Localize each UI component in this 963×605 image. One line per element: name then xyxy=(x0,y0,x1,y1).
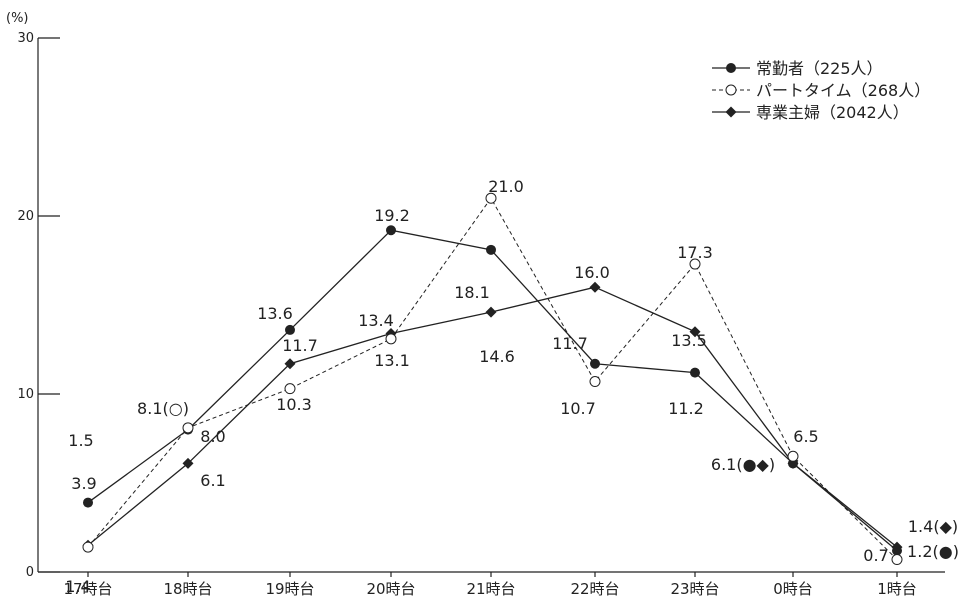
legend: 常勤者（225人） パートタイム（268人） 専業主婦（2042人） xyxy=(712,59,930,122)
point-filled-circle xyxy=(590,358,600,369)
data-label: 14.6 xyxy=(479,347,515,366)
data-label: 11.7 xyxy=(282,336,318,355)
axes: 0 10 20 30 17時台 18時台 19時台 20時台 21時台 22時台 23時台 0時台 1時… xyxy=(17,31,945,598)
y-unit-label: (%) xyxy=(6,11,29,26)
point-open-circle xyxy=(589,376,601,388)
series-line xyxy=(87,229,898,552)
point-open-circle xyxy=(689,258,701,270)
data-label: 13.6 xyxy=(257,304,293,323)
x-tick-label: 19時台 xyxy=(265,580,314,598)
point-filled-diamond xyxy=(182,457,194,469)
x-tick-label: 17時台 xyxy=(63,580,112,598)
series-line xyxy=(87,286,898,548)
data-label: 6.1(●◆) xyxy=(711,455,775,474)
data-label: 1.5 xyxy=(68,431,93,450)
data-label: 10.7 xyxy=(560,399,596,418)
data-label: 10.3 xyxy=(276,395,312,414)
point-filled-circle xyxy=(486,244,496,255)
x-tick-label: 21時台 xyxy=(466,580,515,598)
point-filled-diamond xyxy=(725,106,737,118)
point-filled-circle xyxy=(285,324,295,335)
data-label: 11.2 xyxy=(668,399,704,418)
data-label: 6.5 xyxy=(793,427,818,446)
point-filled-circle xyxy=(892,545,902,556)
x-tick-label: 18時台 xyxy=(163,580,212,598)
point-open-circle xyxy=(385,333,397,345)
data-label: 18.1 xyxy=(454,283,490,302)
data-label: 0.7 xyxy=(863,546,888,565)
data-label: 3.9 xyxy=(71,474,96,493)
data-labels: 3.9 1.5 1.4 8.1(○) 8.0 6.1 13.6 11.7 10.3 19.2 13.… xyxy=(65,177,959,596)
point-filled-diamond xyxy=(589,281,601,293)
y-tick-label: 0 xyxy=(26,565,34,580)
point-open-circle xyxy=(787,450,799,462)
series-2 xyxy=(82,192,903,566)
data-label: 6.1 xyxy=(200,471,225,490)
point-filled-circle xyxy=(386,225,396,236)
data-label: 17.3 xyxy=(677,243,713,262)
x-tick-label: 20時台 xyxy=(366,580,415,598)
y-tick-label: 20 xyxy=(17,209,34,224)
legend-label: 常勤者（225人） xyxy=(756,59,883,78)
data-label: 21.0 xyxy=(488,177,524,196)
point-open-circle xyxy=(725,84,737,96)
x-tick-label: 22時台 xyxy=(570,580,619,598)
series-line xyxy=(87,197,898,560)
point-filled-circle xyxy=(726,63,736,73)
legend-label: 専業主婦（2042人） xyxy=(756,103,909,122)
y-tick-label: 30 xyxy=(17,31,34,46)
data-label: 19.2 xyxy=(374,206,410,225)
data-label: 16.0 xyxy=(574,263,610,282)
point-open-circle xyxy=(891,554,903,566)
series-layer xyxy=(82,192,903,566)
x-tick-label: 23時台 xyxy=(670,580,719,598)
data-label: 13.1 xyxy=(374,351,410,370)
point-open-circle xyxy=(485,192,497,204)
data-label: 1.2(●) xyxy=(907,542,959,561)
point-filled-diamond xyxy=(485,306,497,318)
legend-label: パートタイム（268人） xyxy=(756,81,930,100)
data-label: 1.4 xyxy=(65,577,90,596)
point-filled-diamond xyxy=(284,358,296,370)
point-open-circle xyxy=(182,422,194,434)
data-label: 13.4 xyxy=(358,311,394,330)
point-filled-circle xyxy=(690,367,700,378)
series-1 xyxy=(83,225,902,556)
point-open-circle xyxy=(82,541,94,553)
data-label: 1.4(◆) xyxy=(908,517,958,536)
point-filled-diamond xyxy=(689,326,701,338)
x-tick-label: 1時台 xyxy=(877,580,917,598)
y-tick-label: 10 xyxy=(17,387,34,402)
point-open-circle xyxy=(284,383,296,395)
data-label: 8.1(○) xyxy=(137,399,189,418)
x-tick-label: 0時台 xyxy=(773,580,813,598)
series-3 xyxy=(82,281,903,553)
data-label: 13.5 xyxy=(671,331,707,350)
point-filled-circle xyxy=(83,497,93,508)
data-label: 8.0 xyxy=(200,427,225,446)
data-label: 11.7 xyxy=(552,334,588,353)
